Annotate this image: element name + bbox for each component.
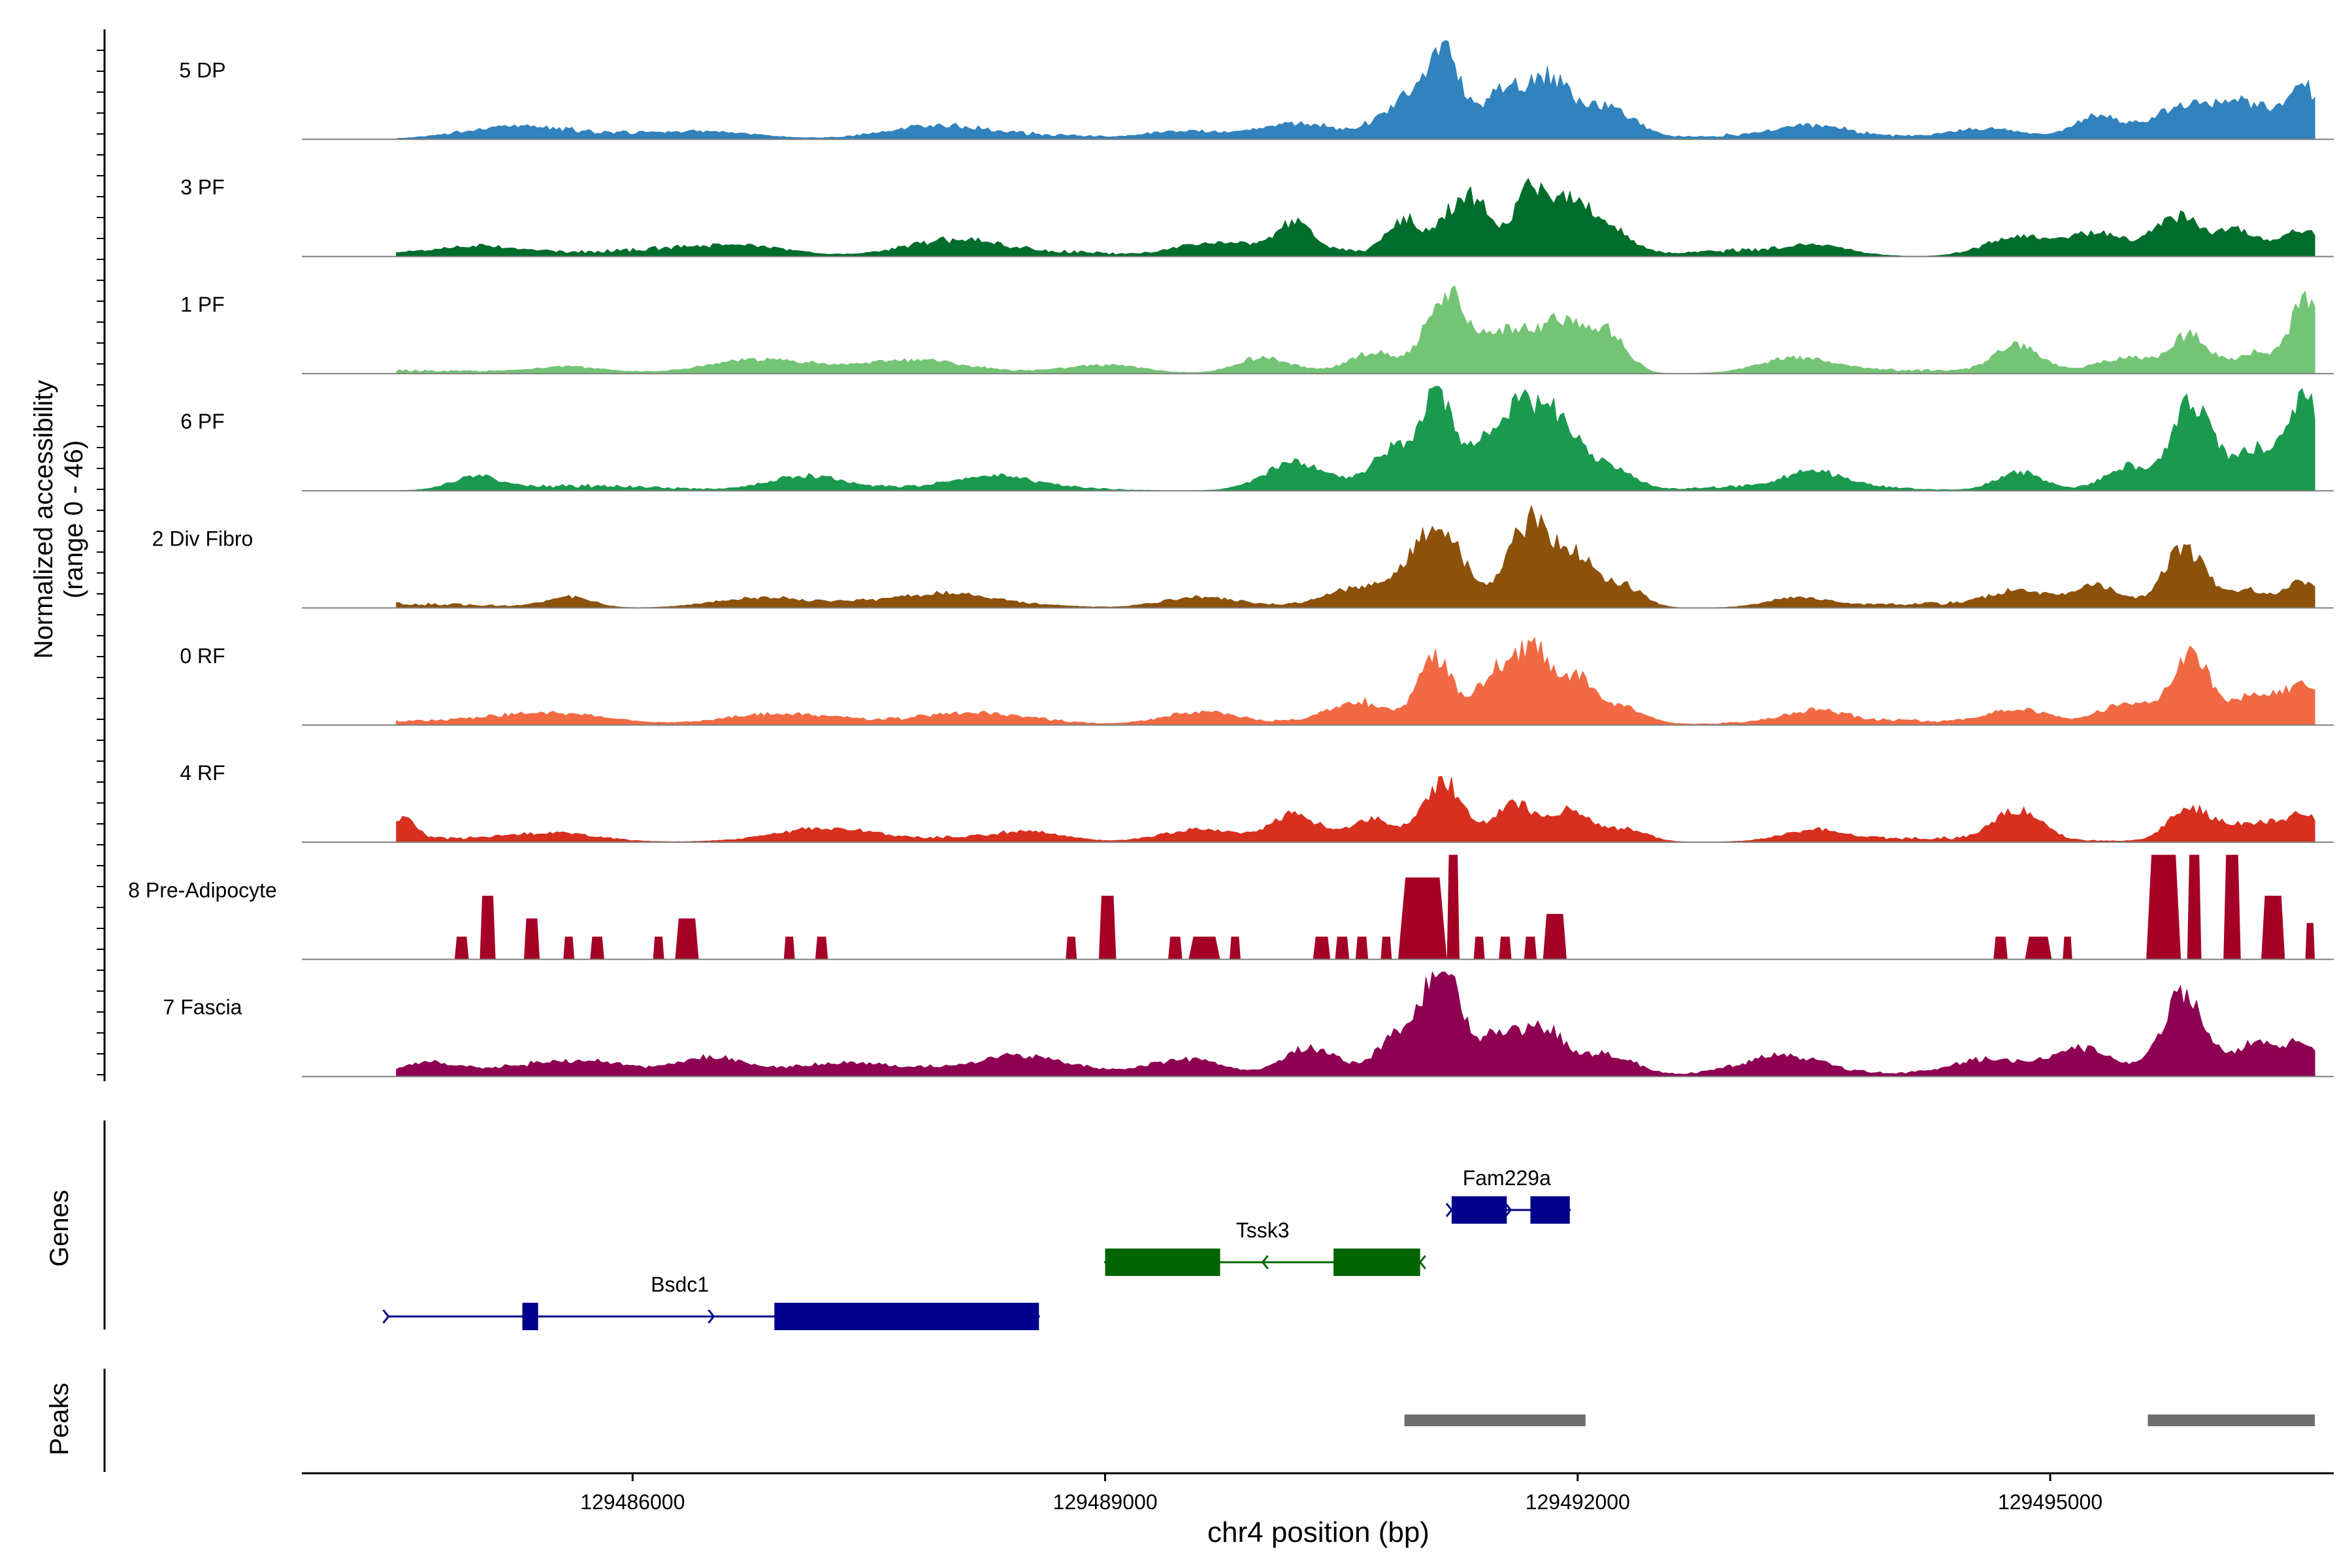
genes-panel-label: Genes xyxy=(45,1190,74,1267)
peak-annotation xyxy=(103,1369,2315,1472)
coverage-block xyxy=(2223,855,2241,960)
coverage-block xyxy=(815,936,828,960)
peak-region xyxy=(1404,1414,1586,1426)
coverage-block xyxy=(523,918,540,960)
accessibility-tracks: 5 DP 3 PF 1 PF 6 PF 2 Div Fibro 0 RF 4 RF 8 Pre… xyxy=(97,29,2334,1081)
coverage-block xyxy=(1397,877,1447,960)
track-label: 3 PF xyxy=(180,176,225,199)
x-tick-label: 129492000 xyxy=(1526,1490,1630,1514)
gene-label: Bsdc1 xyxy=(651,1273,709,1296)
coverage-block xyxy=(1066,936,1077,960)
coverage-area xyxy=(396,636,2315,726)
coverage-block xyxy=(1188,936,1220,960)
x-axis: 129486000 129489000 129492000 129495000 xyxy=(302,1472,2334,1514)
coverage-block xyxy=(1380,936,1392,960)
coverage-block xyxy=(653,936,664,960)
track-7-fascia: 7 Fascia xyxy=(163,971,2334,1077)
coverage-block xyxy=(1168,936,1183,960)
peak-region xyxy=(2148,1414,2315,1426)
coverage-block xyxy=(1543,913,1567,960)
x-axis-title: chr4 position (bp) xyxy=(1207,1516,1429,1548)
gene-exon xyxy=(774,1303,1039,1330)
strand-arrow xyxy=(1418,1255,1426,1269)
strand-arrow xyxy=(1505,1203,1512,1217)
x-tick-label: 129486000 xyxy=(580,1490,685,1514)
coverage-block xyxy=(1499,936,1512,960)
coverage-block xyxy=(454,936,469,960)
coverage-block xyxy=(2187,855,2202,960)
gene-annotation: Bsdc1 Tssk3 Fam229a xyxy=(103,1120,1571,1330)
coverage-block xyxy=(590,936,604,960)
y-axis-title-line2: (range 0 - 46) xyxy=(59,440,88,598)
track-2-div-fibro: 2 Div Fibro xyxy=(152,504,2334,609)
coverage-block xyxy=(783,936,795,960)
gene-exon xyxy=(1451,1196,1507,1224)
track-label: 7 Fascia xyxy=(163,996,242,1019)
coverage-block xyxy=(563,936,575,960)
track-label: 0 RF xyxy=(180,644,225,668)
coverage-block xyxy=(2063,936,2072,960)
track-label: 8 Pre-Adipocyte xyxy=(128,878,277,902)
x-tick-label: 129495000 xyxy=(1998,1490,2102,1514)
track-label: 2 Div Fibro xyxy=(152,527,253,551)
coverage-block xyxy=(2305,923,2315,960)
strand-arrow xyxy=(1563,1203,1571,1217)
coverage-block xyxy=(1313,936,1331,960)
strand-arrow xyxy=(1033,1309,1041,1324)
gene-label: Tssk3 xyxy=(1236,1218,1290,1242)
gene-exon xyxy=(1105,1249,1220,1276)
strand-arrow xyxy=(1103,1255,1111,1269)
coverage-block xyxy=(2261,896,2285,960)
x-tick-label: 129489000 xyxy=(1053,1490,1157,1514)
peaks-panel-label: Peaks xyxy=(45,1382,74,1455)
coverage-block xyxy=(480,896,496,960)
track-8-pre-adipocyte: 8 Pre-Adipocyte xyxy=(128,855,2334,960)
track-label: 6 PF xyxy=(180,410,225,433)
strand-arrow xyxy=(382,1309,390,1324)
track-4-rf: 4 RF xyxy=(180,761,2334,843)
gene-exon xyxy=(522,1303,538,1330)
gene-tssk3: Tssk3 xyxy=(1103,1218,1426,1276)
gene-exon xyxy=(1333,1249,1420,1276)
coverage-area xyxy=(396,504,2315,608)
gene-fam229a: Fam229a xyxy=(1445,1166,1571,1224)
track-1-pf: 1 PF xyxy=(180,285,2334,374)
coverage-block xyxy=(1446,855,1460,960)
coverage-area xyxy=(396,776,2315,843)
track-5-dp: 5 DP xyxy=(179,40,2334,140)
y-axis-title-line1: Normalized accessibility xyxy=(29,380,58,659)
strand-arrow xyxy=(708,1309,715,1324)
track-label: 5 DP xyxy=(179,58,225,82)
gene-label: Fam229a xyxy=(1463,1166,1551,1190)
track-6-pf: 6 PF xyxy=(180,385,2334,492)
gene-exon xyxy=(1530,1196,1570,1224)
coverage-block xyxy=(1473,936,1485,960)
coverage-block xyxy=(2146,855,2181,960)
track-label: 4 RF xyxy=(180,761,225,785)
coverage-block xyxy=(2025,936,2052,960)
coverage-block xyxy=(1993,936,2008,960)
track-3-pf: 3 PF xyxy=(180,176,2334,257)
coverage-block xyxy=(675,918,699,960)
coverage-block xyxy=(1098,896,1117,960)
track-0-rf: 0 RF xyxy=(180,636,2334,726)
coverage-block xyxy=(1355,936,1369,960)
coverage-block xyxy=(1335,936,1350,960)
coverage-area xyxy=(396,40,2315,140)
gene-bsdc1: Bsdc1 xyxy=(382,1273,1041,1330)
coverage-area xyxy=(396,971,2315,1077)
strand-arrow xyxy=(1261,1255,1269,1269)
coverage-block xyxy=(1229,936,1241,960)
track-label: 1 PF xyxy=(180,293,225,316)
coverage-block xyxy=(1524,936,1537,960)
coverage-area xyxy=(396,385,2315,491)
coverage-area xyxy=(396,178,2315,257)
coverage-area xyxy=(396,285,2315,374)
strand-arrow xyxy=(1445,1203,1453,1217)
